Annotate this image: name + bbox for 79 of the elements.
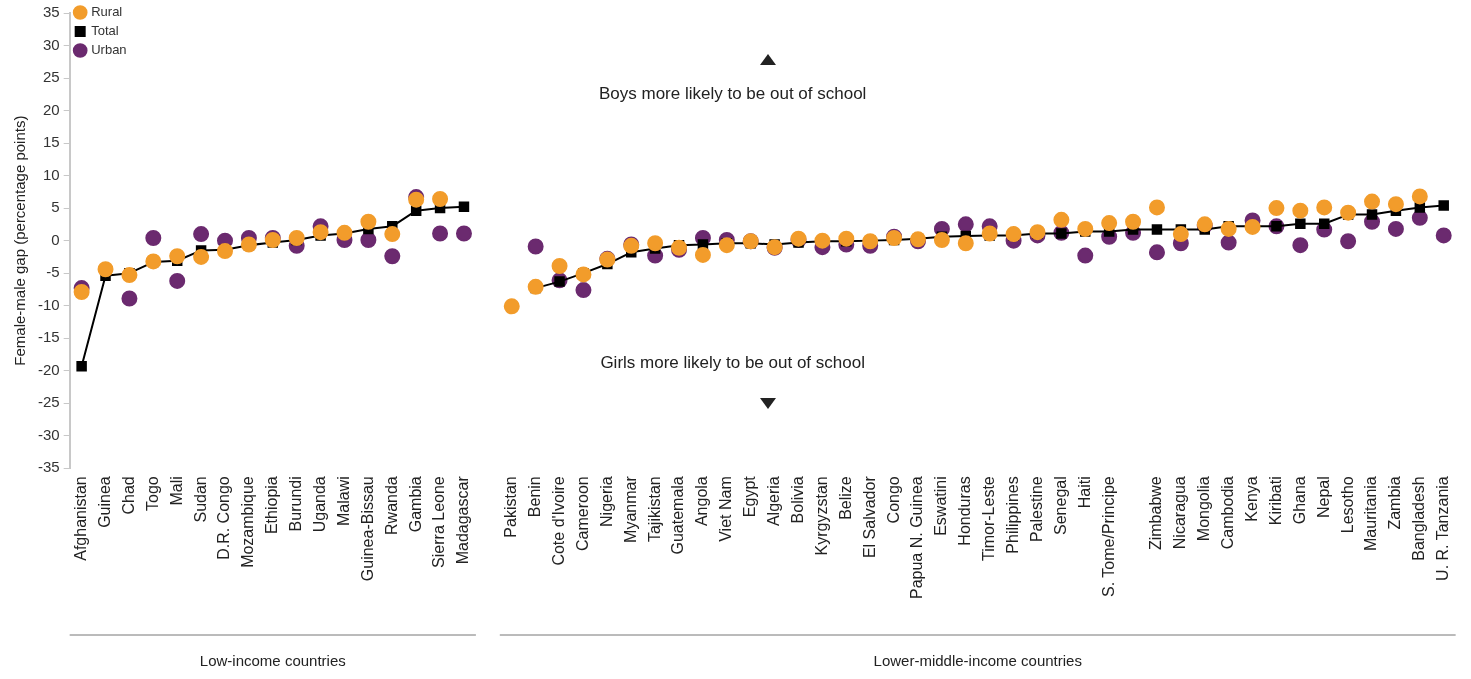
x-tick-label: Papua N. Guinea [908, 476, 926, 599]
x-tick-label: Belize [836, 476, 854, 520]
x-tick-label: Zimbabwe [1147, 476, 1165, 551]
y-tick-label: -30 [37, 425, 60, 443]
x-tick-label: Cameroon [573, 476, 591, 551]
x-tick-label: Guatemala [669, 476, 687, 555]
x-tick-label: Mauritania [1362, 476, 1380, 551]
legend-label: Total [91, 23, 119, 39]
x-tick-label: Ethiopia [263, 476, 281, 535]
x-tick-label: Honduras [956, 476, 974, 546]
legend-label: Urban [91, 42, 127, 58]
x-tick-label: Rwanda [382, 476, 400, 535]
x-tick-label: Kiribati [1266, 476, 1284, 526]
annotation: Boys more likely to be out of school [598, 83, 867, 103]
y-tick-label: 30 [42, 35, 60, 53]
x-tick-label: Pakistan [502, 476, 520, 538]
x-tick-label: Eswatini [932, 476, 950, 536]
x-tick-label: D.R. Congo [215, 476, 233, 560]
x-tick-label: Viet Nam [717, 476, 735, 542]
x-tick-label: Gambia [406, 476, 424, 533]
x-tick-label: El Salvador [860, 475, 878, 559]
x-tick-label: S. Tome/Principe [1099, 476, 1117, 597]
x-tick-label: Sudan [191, 476, 209, 523]
x-tick-label: Cote d'Ivoire [549, 476, 567, 566]
x-tick-label: Sierra Leone [430, 476, 448, 568]
y-tick-label: 5 [51, 198, 60, 216]
x-tick-label: Algeria [765, 476, 783, 527]
y-tick-label: 0 [51, 230, 60, 248]
x-tick-label: Ghana [1290, 476, 1308, 525]
y-tick-label: -25 [37, 393, 60, 411]
y-tick-label: -15 [37, 328, 60, 346]
y-tick-label: -5 [46, 263, 60, 281]
x-tick-label: Lesotho [1338, 476, 1356, 534]
x-tick-label: Palestine [1027, 476, 1045, 543]
x-tick-label: Zambia [1386, 476, 1404, 530]
x-tick-label: Egypt [741, 475, 759, 518]
x-tick-label: Bolivia [788, 476, 806, 524]
x-tick-label: Guinea-Bissau [358, 476, 376, 582]
x-tick-label: Afghanistan [72, 476, 90, 561]
x-tick-label: Angola [693, 476, 711, 527]
legend-label: Rural [91, 4, 123, 20]
x-tick-label: Uganda [311, 476, 328, 533]
x-tick-label: Philippines [1003, 476, 1021, 554]
x-tick-label: Mali [167, 476, 185, 506]
y-tick-label: 10 [42, 165, 60, 183]
annotation: Girls more likely to be out of school [600, 353, 865, 373]
x-tick-label: Haiti [1075, 476, 1093, 509]
y-axis-title: Female-male gap (percentage points) [11, 115, 29, 366]
y-tick-label: -35 [37, 458, 60, 476]
x-tick-label: Guinea [95, 476, 113, 528]
y-tick-label: 15 [42, 133, 60, 151]
x-tick-label: Senegal [1051, 476, 1069, 535]
x-tick-label: Timor-Leste [980, 476, 998, 562]
y-tick-label: 25 [42, 68, 60, 86]
x-tick-label: Kenya [1242, 476, 1260, 522]
x-tick-label: Nicaragua [1171, 476, 1189, 550]
y-tick-label: 20 [42, 100, 60, 118]
x-tick-label: Tajikistan [645, 476, 663, 543]
x-tick-label: Togo [143, 476, 161, 511]
x-tick-label: Nigeria [597, 476, 615, 527]
x-tick-label: Kyrgyzstan [812, 476, 830, 556]
x-tick-label: Benin [526, 476, 544, 518]
x-tick-label: U. R. Tanzania [1434, 476, 1452, 581]
x-tick-label: Nepal [1314, 476, 1332, 519]
x-tick-label: Congo [884, 476, 902, 524]
x-tick-label: Cambodia [1219, 476, 1237, 550]
x-tick-label: Madagascar [454, 475, 472, 565]
text: Lower-middle-income countries [873, 652, 1082, 670]
y-tick-label: 35 [42, 3, 60, 21]
x-tick-label: Myanmar [621, 475, 639, 543]
x-tick-label: Malawi [334, 476, 352, 527]
x-tick-label: Mozambique [239, 476, 257, 568]
x-tick-label: Mongolia [1195, 476, 1213, 542]
text: Low-income countries [199, 652, 346, 670]
x-tick-label: Burundi [287, 476, 305, 532]
y-tick-label: -20 [37, 360, 60, 378]
y-tick-label: -10 [37, 295, 60, 313]
x-tick-label: Chad [119, 476, 137, 515]
x-tick-label: Bangladesh [1410, 476, 1428, 561]
